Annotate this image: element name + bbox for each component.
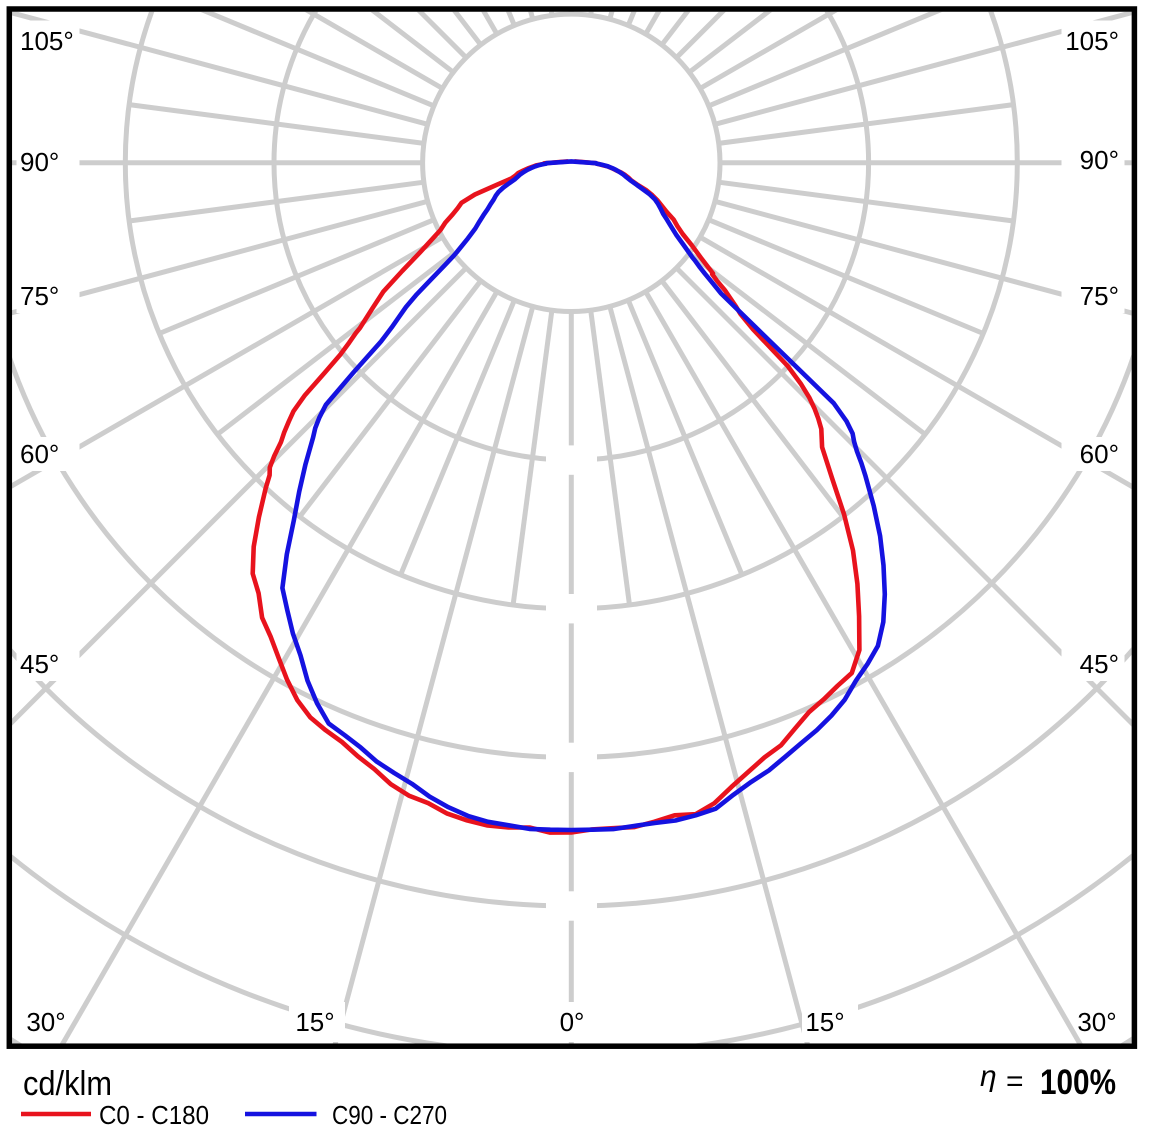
- svg-text:105°: 105°: [20, 26, 74, 56]
- svg-text:75°: 75°: [1080, 281, 1119, 311]
- svg-text:15°: 15°: [805, 1007, 844, 1037]
- svg-text:30°: 30°: [26, 1007, 65, 1037]
- svg-text:60°: 60°: [1080, 439, 1119, 469]
- svg-text:C90 - C270: C90 - C270: [332, 1100, 447, 1130]
- svg-text:η: η: [980, 1060, 997, 1093]
- svg-text:60°: 60°: [20, 439, 59, 469]
- svg-text:75°: 75°: [20, 281, 59, 311]
- svg-text:45°: 45°: [20, 649, 59, 679]
- svg-text:C0 - C180: C0 - C180: [99, 1100, 209, 1130]
- svg-text:100%: 100%: [1040, 1063, 1116, 1102]
- svg-text:=: =: [1006, 1065, 1024, 1098]
- svg-text:45°: 45°: [1080, 649, 1119, 679]
- svg-text:90°: 90°: [1080, 145, 1119, 175]
- svg-text:90°: 90°: [20, 147, 59, 177]
- svg-text:15°: 15°: [295, 1007, 334, 1037]
- svg-text:105°: 105°: [1065, 26, 1119, 56]
- svg-text:cd/klm: cd/klm: [23, 1065, 112, 1103]
- svg-text:0°: 0°: [560, 1007, 585, 1037]
- svg-text:30°: 30°: [1077, 1007, 1116, 1037]
